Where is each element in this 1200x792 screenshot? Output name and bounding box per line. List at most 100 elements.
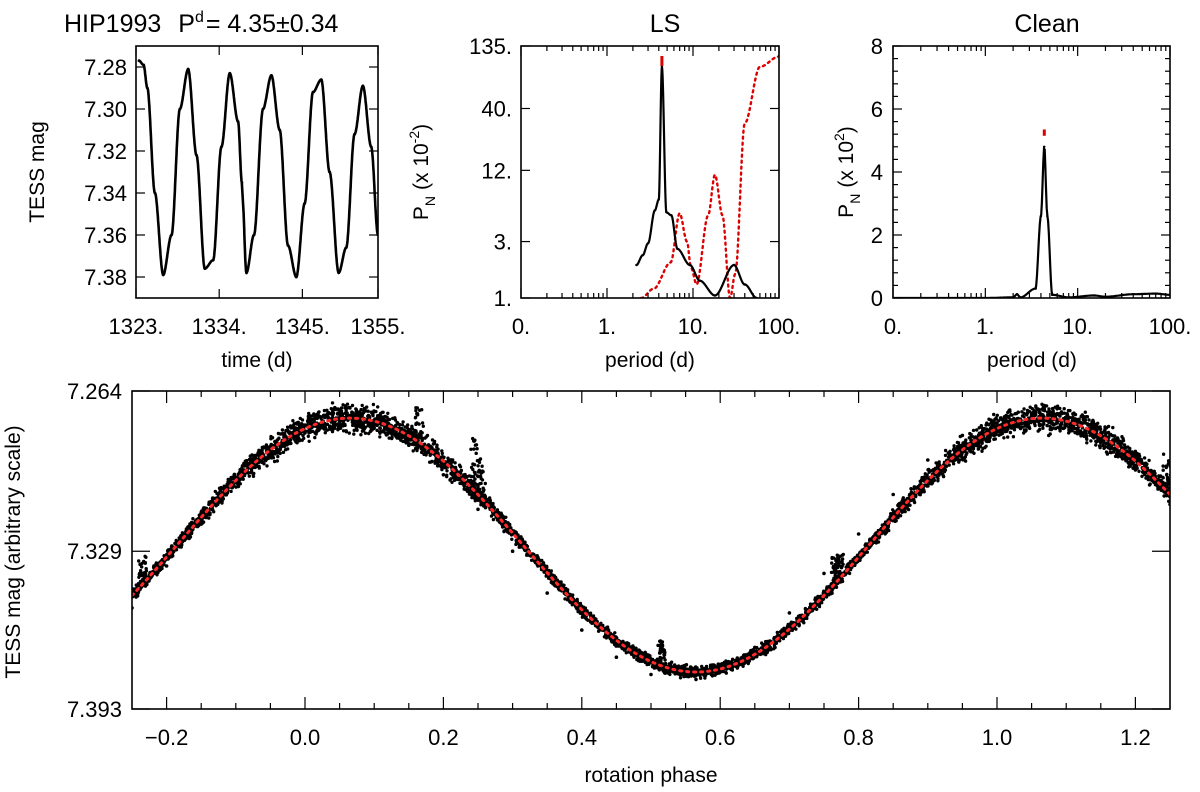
clean-ylabel-sup: 2 bbox=[831, 133, 847, 141]
lightcurve-trace bbox=[138, 59, 378, 279]
lightcurve-point bbox=[203, 267, 207, 270]
lightcurve-point bbox=[236, 120, 240, 123]
phased-xtick-label: 0.0 bbox=[290, 725, 321, 750]
clean-power-point bbox=[1043, 145, 1046, 148]
phased-xtick-label: 0.6 bbox=[705, 725, 736, 750]
lightcurve-ytick-label: 7.34 bbox=[84, 181, 127, 206]
ls-power-point bbox=[676, 247, 679, 251]
phased-point bbox=[1133, 468, 1138, 472]
phased-point bbox=[303, 431, 307, 435]
phased-point bbox=[1099, 441, 1103, 445]
ls-power-point bbox=[698, 279, 701, 282]
clean-power-line bbox=[893, 145, 1170, 298]
star-name: HIP1993 bbox=[64, 10, 161, 38]
phased-point bbox=[372, 426, 377, 430]
phased-point bbox=[199, 522, 203, 526]
ls-window-function bbox=[640, 55, 779, 298]
phased-xtick-label: 1.0 bbox=[982, 725, 1013, 750]
clean-ylabel: PN (x 102) bbox=[831, 126, 863, 218]
ls-frame bbox=[520, 45, 780, 299]
phased-flare-points bbox=[137, 406, 1170, 668]
lightcurve-point bbox=[153, 191, 157, 195]
phased-point bbox=[649, 672, 653, 677]
phased-point bbox=[441, 473, 446, 477]
period-superscript: d bbox=[195, 9, 204, 26]
clean-power-point bbox=[1092, 294, 1096, 297]
ls-ytick-label: 12. bbox=[481, 158, 512, 183]
phased-xtick-label: 0.8 bbox=[843, 725, 874, 750]
phased-panel: −0.2 0.0 0.2 0.4 0.6 0.8 1.0 1.2 7.264 7.329 7.393… bbox=[2, 379, 1171, 787]
lightcurve-point bbox=[261, 107, 265, 111]
ls-ytick-label: 135. bbox=[469, 34, 512, 59]
phased-model-curve bbox=[132, 416, 1170, 674]
lightcurve-frame bbox=[135, 45, 379, 299]
clean-data bbox=[893, 129, 1170, 298]
phased-point bbox=[926, 458, 930, 462]
lightcurve-ytick-label: 7.32 bbox=[84, 139, 127, 164]
ls-power-point bbox=[688, 263, 692, 267]
lightcurve-point bbox=[186, 67, 190, 71]
clean-power-point bbox=[1039, 214, 1043, 218]
clean-xtick-label: 100. bbox=[1149, 314, 1192, 339]
phased-xtick-label: 0.2 bbox=[428, 725, 459, 750]
ls-power-point bbox=[653, 209, 656, 212]
phased-point bbox=[753, 645, 757, 650]
phased-point bbox=[164, 564, 169, 568]
lightcurve-point bbox=[344, 246, 348, 250]
phased-point bbox=[694, 677, 698, 682]
lightcurve-ytick-label: 7.28 bbox=[84, 55, 127, 80]
period-value: = 4.35±0.34 bbox=[206, 10, 339, 38]
ls-power-point bbox=[660, 65, 664, 69]
ls-xlabel: period (d) bbox=[605, 349, 695, 372]
phased-point bbox=[891, 492, 895, 497]
ls-ytick-label: 3. bbox=[494, 230, 512, 255]
clean-ytick-label: 0 bbox=[871, 286, 883, 311]
lightcurve-point bbox=[145, 86, 149, 90]
ls-power-point bbox=[713, 294, 717, 297]
lightcurve-point bbox=[270, 74, 273, 77]
ls-power-point bbox=[670, 214, 673, 217]
lightcurve-point bbox=[170, 233, 173, 237]
phased-point bbox=[407, 443, 411, 448]
ls-data bbox=[635, 55, 779, 298]
phased-ylabel: TESS mag (arbitrary scale) bbox=[2, 425, 25, 678]
ls-ytick-label: 1. bbox=[494, 286, 512, 311]
lightcurve-xlabel: time (d) bbox=[221, 349, 292, 372]
ls-power-point bbox=[665, 211, 668, 214]
clean-ylabel-p: P bbox=[835, 204, 858, 218]
phased-point bbox=[614, 655, 619, 659]
phased-xtick-label: 1.2 bbox=[1120, 725, 1151, 750]
ls-xtick-label: 100. bbox=[758, 314, 801, 339]
lightcurve-point bbox=[278, 128, 282, 132]
lightcurve-ytick-label: 7.30 bbox=[84, 97, 127, 122]
ls-title: LS bbox=[650, 10, 681, 38]
phased-ytick-label: 7.393 bbox=[67, 697, 122, 722]
lightcurve-point bbox=[337, 271, 341, 275]
lightcurve-ticks: 1323. 1334. 1345. 1355. 7.28 7.30 7.32 7.34 7.36… bbox=[84, 46, 406, 339]
ls-xtick-label: 1. bbox=[598, 314, 616, 339]
ls-ylabel-sup: -2 bbox=[406, 131, 422, 144]
phased-point bbox=[580, 628, 584, 632]
phased-point bbox=[268, 450, 273, 455]
ls-ylabel-close: ) bbox=[410, 124, 433, 131]
lightcurve-point bbox=[361, 84, 365, 88]
phased-point bbox=[476, 507, 480, 512]
ls-ticks: 0. 1. 10. 100.1.3.12.40.135. bbox=[469, 34, 800, 339]
phased-point bbox=[787, 611, 792, 615]
clean-power-point bbox=[1051, 293, 1054, 297]
lightcurve-xtick-label: 1355. bbox=[350, 314, 405, 339]
lightcurve-xtick-label: 1345. bbox=[275, 314, 330, 339]
phased-point bbox=[510, 549, 515, 553]
phased-point bbox=[1064, 423, 1068, 428]
clean-ytick-label: 2 bbox=[871, 223, 883, 248]
phased-point bbox=[337, 418, 342, 423]
ls-ylabel-p: P bbox=[410, 206, 433, 220]
clean-ytick-label: 8 bbox=[871, 34, 883, 59]
period-symbol: P bbox=[178, 10, 195, 38]
clean-power-point bbox=[1015, 293, 1019, 296]
clean-xtick-label: 0. bbox=[884, 314, 902, 339]
clean-ylabel-sub: N bbox=[847, 194, 863, 204]
ls-ytick-label: 40. bbox=[481, 96, 512, 121]
ls-ylabel-sub: N bbox=[422, 196, 438, 206]
